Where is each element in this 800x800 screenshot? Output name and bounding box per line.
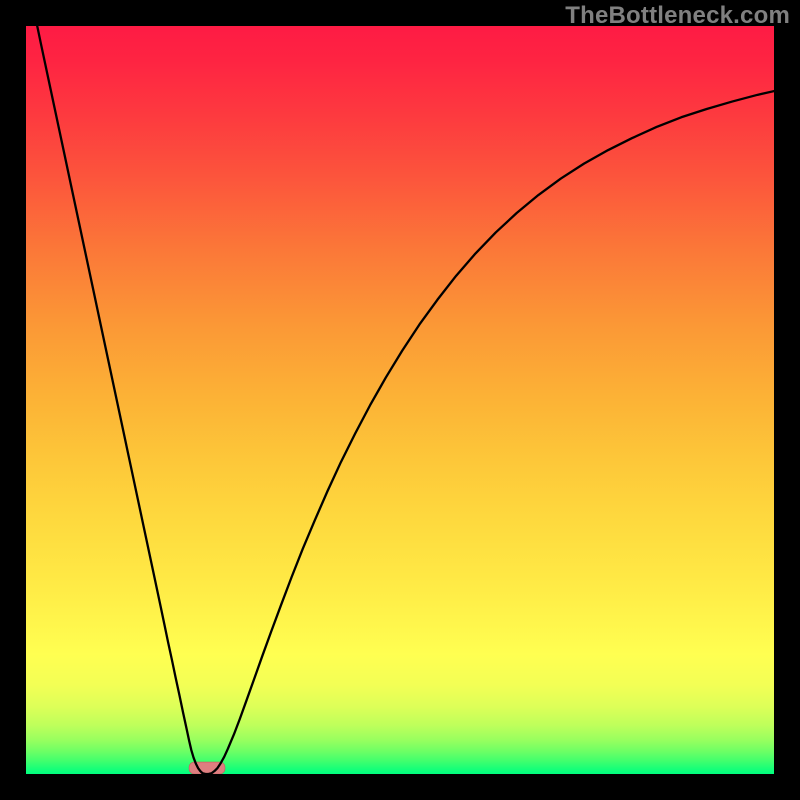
- watermark-text: TheBottleneck.com: [565, 2, 790, 30]
- chart-background: [26, 26, 774, 774]
- chart-plot-area: [26, 26, 774, 774]
- chart-container: { "watermark": { "text": "TheBottleneck.…: [0, 0, 800, 800]
- chart-svg: [26, 26, 774, 774]
